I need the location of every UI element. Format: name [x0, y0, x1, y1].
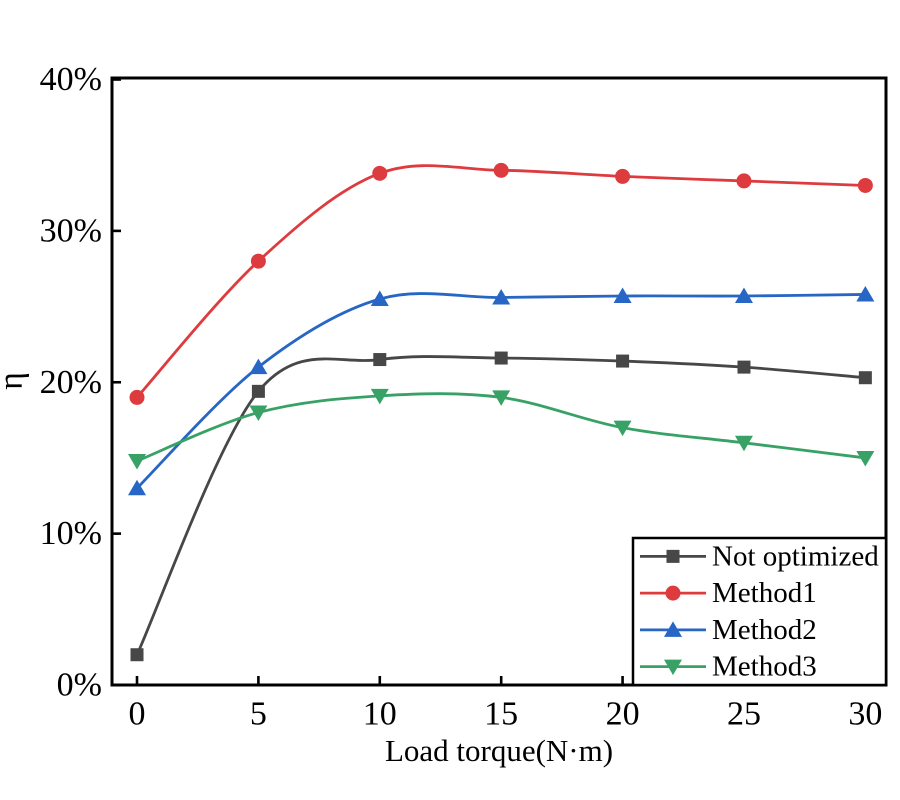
series-method1: [129, 162, 873, 405]
legend-label-not-optimized: Not optimized: [712, 540, 879, 572]
legend-marker-method1: [665, 585, 681, 601]
data-point-not-optimized-20: [616, 354, 630, 368]
legend-label-method2: Method2: [712, 614, 817, 646]
data-point-method2-15: [492, 288, 511, 305]
data-point-not-optimized-10: [373, 353, 387, 367]
data-series-group: [128, 162, 875, 662]
legend-item-method1: Method1: [640, 577, 817, 609]
data-point-method1-0: [129, 389, 145, 405]
data-point-not-optimized-25: [737, 360, 751, 374]
data-point-method3-5: [249, 405, 268, 422]
data-point-method3-0: [128, 453, 147, 470]
x-tick-label-20: 20: [606, 696, 640, 733]
data-point-not-optimized-0: [130, 648, 144, 662]
legend-item-method2: Method2: [640, 614, 817, 646]
chart-legend: Not optimized Method1 Method2 Method3: [631, 536, 888, 687]
y-tick-label-40: 40%: [40, 61, 102, 98]
legend-label-method1: Method1: [712, 577, 817, 609]
series-method3: [128, 388, 875, 470]
legend-item-not-optimized: Not optimized: [640, 540, 879, 572]
series-method2: [128, 285, 875, 496]
x-tick-label-15: 15: [484, 696, 518, 733]
axis-ticks: [112, 78, 867, 687]
y-tick-label-10: 10%: [40, 515, 102, 552]
y-tick-label-0: 0%: [57, 667, 102, 704]
axis-tick-labels: 0 5 10 15 20 25 30 0% 10% 20% 30% 40%: [40, 61, 883, 732]
data-point-method1-25: [736, 173, 752, 189]
y-axis-label: η: [0, 372, 30, 390]
data-point-method2-25: [734, 287, 753, 303]
x-tick-label-5: 5: [250, 696, 267, 733]
data-point-method1-15: [493, 162, 509, 178]
data-point-method2-20: [613, 287, 632, 303]
y-tick-label-20: 20%: [40, 364, 102, 401]
data-point-method2-30: [856, 285, 875, 302]
x-tick-label-0: 0: [129, 696, 146, 733]
data-point-method3-20: [613, 420, 632, 437]
data-point-not-optimized-15: [494, 351, 508, 365]
x-tick-label-30: 30: [848, 696, 882, 733]
data-point-method1-5: [250, 253, 266, 269]
legend-marker-not-optimized: [666, 549, 680, 563]
legend-marker-method3: [664, 659, 682, 676]
data-point-method1-30: [857, 177, 873, 193]
data-point-method3-25: [734, 435, 753, 452]
series-not-optimized: [130, 351, 872, 662]
data-point-not-optimized-30: [858, 371, 872, 385]
x-tick-label-10: 10: [363, 696, 397, 733]
data-point-method3-30: [856, 450, 875, 467]
x-axis-label: Load torque(N·m): [385, 733, 613, 768]
data-point-method1-20: [615, 168, 631, 184]
legend-label-method3: Method3: [712, 651, 817, 683]
data-point-method3-15: [492, 390, 511, 406]
data-point-method2-5: [249, 358, 268, 375]
data-point-method1-10: [372, 165, 388, 181]
x-tick-label-25: 25: [727, 696, 761, 733]
legend-item-method3: Method3: [640, 651, 817, 683]
data-point-method2-10: [370, 290, 389, 307]
data-point-not-optimized-5: [251, 384, 265, 398]
data-point-method3-10: [370, 388, 389, 405]
data-point-method2-0: [128, 479, 147, 496]
legend-marker-method2: [664, 621, 682, 637]
y-tick-label-30: 30%: [40, 212, 102, 249]
